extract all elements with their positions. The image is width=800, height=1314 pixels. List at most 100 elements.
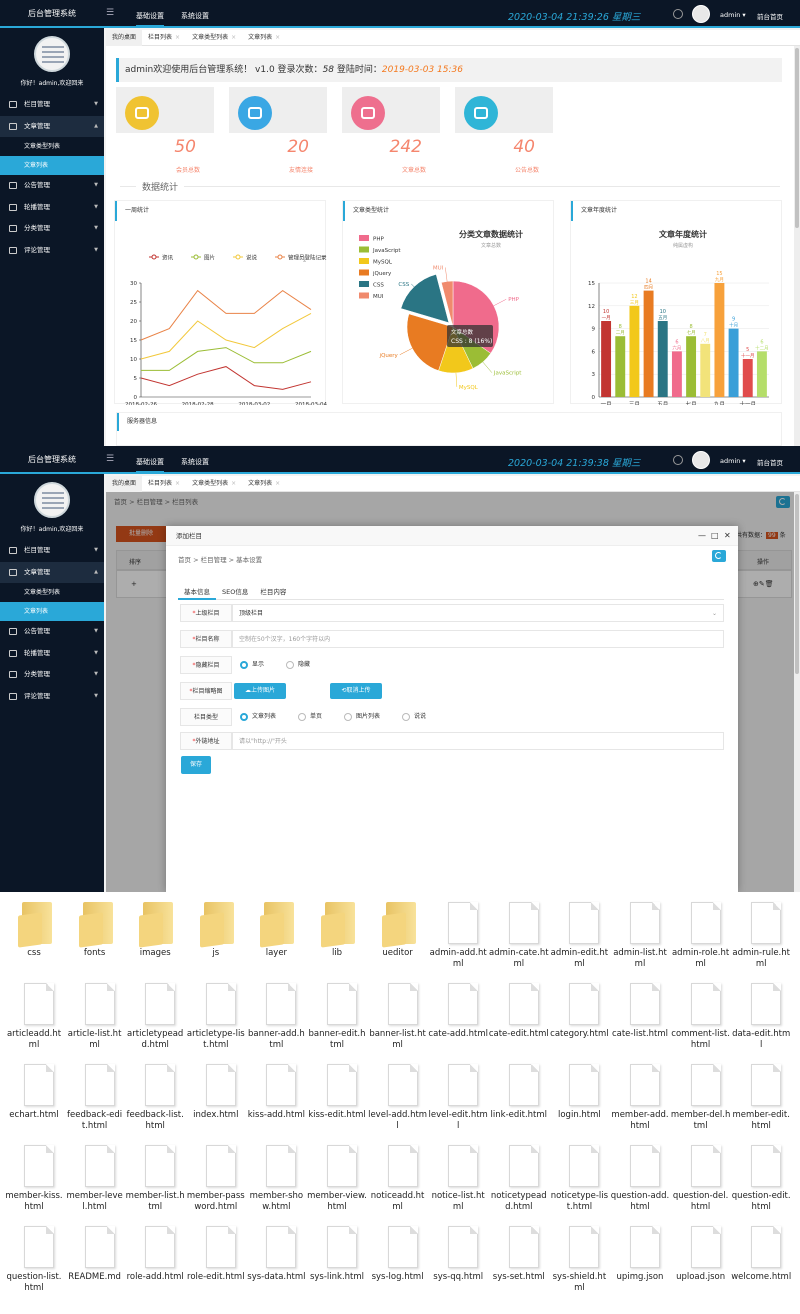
file-item[interactable]: admin-edit.html — [549, 896, 609, 976]
sidebar-item[interactable]: 栏目管理 ▼ — [0, 540, 104, 562]
folder-item[interactable]: lib — [307, 896, 367, 976]
file-item[interactable]: kiss-edit.html — [307, 1058, 367, 1138]
sidebar-item[interactable]: 分类管理 ▼ — [0, 664, 104, 686]
sidebar-item[interactable]: 评论管理 ▼ — [0, 686, 104, 708]
tab-close-icon[interactable]: × — [175, 480, 181, 487]
file-item[interactable]: role-edit.html — [186, 1220, 246, 1300]
refresh-button[interactable] — [776, 496, 790, 508]
file-item[interactable]: sys-data.html — [246, 1220, 306, 1300]
batch-delete-button[interactable]: 批量删除 — [116, 526, 166, 542]
file-item[interactable]: sys-link.html — [307, 1220, 367, 1300]
folder-item[interactable]: images — [125, 896, 185, 976]
file-item[interactable]: role-add.html — [125, 1220, 185, 1300]
close-icon[interactable]: ✕ — [724, 531, 731, 540]
sidebar-subitem[interactable]: 文章列表 — [0, 156, 104, 175]
column-name-input[interactable]: 空制在50个汉字，160个字符以内 — [232, 630, 724, 648]
file-item[interactable]: feedback-list.html — [125, 1058, 185, 1138]
file-item[interactable]: cate-edit.html — [489, 977, 549, 1057]
file-item[interactable]: noticetypeadd.html — [489, 1139, 549, 1219]
file-item[interactable]: level-edit.html — [428, 1058, 488, 1138]
file-item[interactable]: link-edit.html — [489, 1058, 549, 1138]
page-tab[interactable]: 文章列表 × — [242, 30, 286, 46]
file-item[interactable]: question-add.html — [610, 1139, 670, 1219]
home-link[interactable]: 前台首页 — [757, 459, 783, 467]
folder-item[interactable]: ueditor — [368, 896, 428, 976]
file-item[interactable]: kiss-add.html — [246, 1058, 306, 1138]
file-item[interactable]: sys-shield.html — [549, 1220, 609, 1300]
file-item[interactable]: question-del.html — [671, 1139, 731, 1219]
file-item[interactable]: README.md — [65, 1220, 125, 1300]
page-tab[interactable]: 文章类型列表 × — [186, 476, 242, 492]
sidebar-subitem[interactable]: 文章类型列表 — [0, 583, 104, 602]
file-item[interactable]: member-del.html — [671, 1058, 731, 1138]
file-item[interactable]: cate-list.html — [610, 977, 670, 1057]
sidebar-item[interactable]: 文章管理 ▲ — [0, 561, 104, 583]
folder-item[interactable]: fonts — [65, 896, 125, 976]
file-item[interactable]: category.html — [549, 977, 609, 1057]
file-item[interactable]: articleadd.html — [4, 977, 64, 1057]
file-item[interactable]: welcome.html — [731, 1220, 791, 1300]
file-item[interactable]: member-list.html — [125, 1139, 185, 1219]
file-item[interactable]: sys-qq.html — [428, 1220, 488, 1300]
file-item[interactable]: article-list.html — [65, 977, 125, 1057]
sidebar-item[interactable]: 轮播管理 ▼ — [0, 643, 104, 665]
folder-item[interactable]: css — [4, 896, 64, 976]
file-item[interactable]: admin-rule.html — [731, 896, 791, 976]
radio-image-list[interactable]: 图片列表 — [344, 708, 380, 726]
page-tab[interactable]: 栏目列表 × — [142, 30, 186, 46]
tab-close-icon[interactable]: × — [231, 480, 237, 487]
home-link[interactable]: 前台首页 — [757, 13, 783, 21]
stat-card[interactable]: 50 会员总数 — [116, 87, 214, 177]
file-item[interactable]: echart.html — [4, 1058, 64, 1138]
nav-tab-basic[interactable]: 基础设置 — [136, 457, 164, 473]
file-item[interactable]: banner-list.html — [368, 977, 428, 1057]
user-menu[interactable]: admin ▾ — [720, 457, 746, 465]
file-item[interactable]: member-kiss.html — [4, 1139, 64, 1219]
menu-toggle-icon[interactable]: ☰ — [106, 454, 115, 464]
file-item[interactable]: admin-role.html — [671, 896, 731, 976]
file-item[interactable]: banner-add.html — [246, 977, 306, 1057]
expand-icon[interactable]: + — [131, 580, 137, 588]
save-button[interactable]: 保存 — [181, 756, 211, 774]
upload-image-button[interactable]: ☁上传图片 — [234, 683, 286, 699]
stat-card[interactable]: 40 公告总数 — [455, 87, 553, 177]
file-item[interactable]: login.html — [549, 1058, 609, 1138]
parent-column-select[interactable]: 顶级栏目 ⌄ — [232, 604, 724, 622]
maximize-icon[interactable]: □ — [711, 531, 719, 540]
tab-close-icon[interactable]: × — [175, 34, 181, 41]
sidebar-item[interactable]: 栏目管理 ▼ — [0, 94, 104, 116]
sidebar-item[interactable]: 分类管理 ▼ — [0, 218, 104, 240]
file-item[interactable]: admin-cate.html — [489, 896, 549, 976]
page-tab[interactable]: 我的桌面 — [106, 476, 143, 492]
file-item[interactable]: member-password.html — [186, 1139, 246, 1219]
file-item[interactable]: upimg.json — [610, 1220, 670, 1300]
radio-shuoshuo[interactable]: 说说 — [402, 708, 426, 726]
file-item[interactable]: cate-add.html — [428, 977, 488, 1057]
file-item[interactable]: upload.json — [671, 1220, 731, 1300]
page-tab[interactable]: 栏目列表 × — [142, 476, 186, 492]
file-item[interactable]: member-add.html — [610, 1058, 670, 1138]
skin-icon[interactable] — [673, 9, 683, 19]
sidebar-item[interactable]: 公告管理 ▼ — [0, 621, 104, 643]
radio-hide[interactable]: 隐藏 — [286, 656, 310, 674]
sidebar-item[interactable]: 评论管理 ▼ — [0, 240, 104, 262]
radio-show[interactable]: 显示 — [240, 656, 264, 674]
page-tab[interactable]: 文章类型列表 × — [186, 30, 242, 46]
stat-card[interactable]: 20 友情连接 — [229, 87, 327, 177]
file-item[interactable]: member-view.html — [307, 1139, 367, 1219]
scrollbar[interactable] — [794, 492, 800, 892]
file-item[interactable]: comment-list.html — [671, 977, 731, 1057]
file-item[interactable]: data-edit.html — [731, 977, 791, 1057]
tab-seo-info[interactable]: SEO信息 — [222, 588, 249, 596]
folder-item[interactable]: layer — [246, 896, 306, 976]
stat-card[interactable]: 242 文章总数 — [342, 87, 440, 177]
file-item[interactable]: admin-add.html — [428, 896, 488, 976]
file-item[interactable]: member-show.html — [246, 1139, 306, 1219]
avatar[interactable] — [692, 5, 710, 23]
file-item[interactable]: articletype-list.html — [186, 977, 246, 1057]
file-item[interactable]: question-list.html — [4, 1220, 64, 1300]
file-item[interactable]: level-add.html — [368, 1058, 428, 1138]
cancel-upload-button[interactable]: ⟲取消上传 — [330, 683, 382, 699]
tab-close-icon[interactable]: × — [275, 480, 281, 487]
file-item[interactable]: banner-edit.html — [307, 977, 367, 1057]
